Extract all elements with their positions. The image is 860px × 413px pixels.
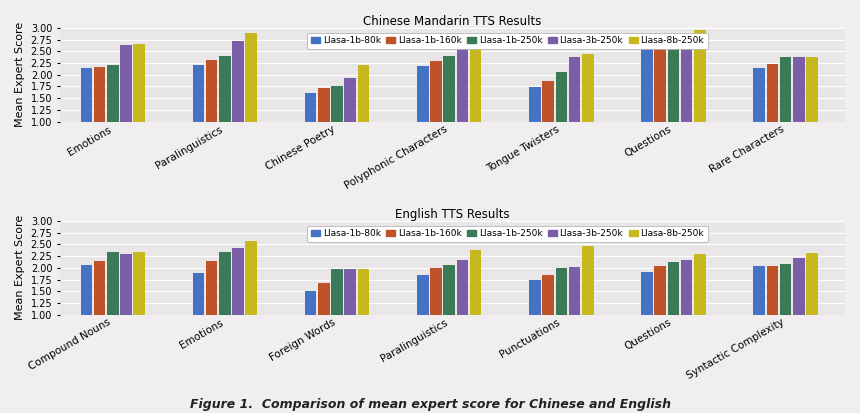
Bar [417,66,428,168]
Bar [245,241,257,361]
Bar [793,57,805,168]
Bar [304,291,316,361]
Title: Chinese Mandarin TTS Results: Chinese Mandarin TTS Results [363,15,542,28]
Bar [780,264,791,361]
Bar [694,254,706,361]
Bar [766,266,778,361]
Bar [753,68,765,168]
Bar [107,252,119,361]
Bar [667,262,679,361]
Bar [543,81,554,168]
Bar [193,273,205,361]
Bar [568,267,580,361]
Bar [120,45,132,168]
Bar [667,41,679,168]
Bar [331,86,343,168]
Bar [556,268,567,361]
Bar [358,65,369,168]
Bar [694,30,706,168]
Bar [780,57,791,168]
Y-axis label: Mean Expert Score: Mean Expert Score [15,215,25,320]
Bar [793,258,805,361]
Bar [206,60,218,168]
Bar [358,269,369,361]
Bar [457,260,468,361]
Bar [206,261,218,361]
Bar [529,280,541,361]
Bar [444,265,455,361]
Bar [81,265,92,361]
Legend: Llasa-1b-80k, Llasa-1b-160k, Llasa-1b-250k, Llasa-3b-250k, Llasa-8b-250k: Llasa-1b-80k, Llasa-1b-160k, Llasa-1b-25… [307,225,708,242]
Bar [94,67,105,168]
Bar [344,78,356,168]
Bar [193,65,205,168]
Bar [470,43,482,168]
Bar [430,268,442,361]
Y-axis label: Mean Expert Score: Mean Expert Score [15,22,25,127]
Bar [642,272,653,361]
Bar [219,252,230,361]
Bar [318,283,329,361]
Text: Figure 1.  Comparison of mean expert score for Chinese and English: Figure 1. Comparison of mean expert scor… [189,398,671,411]
Bar [304,93,316,168]
Bar [430,61,442,168]
Bar [94,261,105,361]
Bar [582,54,593,168]
Bar [681,36,692,168]
Bar [232,41,244,168]
Bar [642,43,653,168]
Bar [232,248,244,361]
Bar [654,43,666,168]
Bar [81,68,92,168]
Bar [582,246,593,361]
Bar [344,269,356,361]
Bar [133,252,145,361]
Bar [133,44,145,168]
Bar [331,269,343,361]
Bar [457,49,468,168]
Legend: Llasa-1b-80k, Llasa-1b-160k, Llasa-1b-250k, Llasa-3b-250k, Llasa-8b-250k: Llasa-1b-80k, Llasa-1b-160k, Llasa-1b-25… [307,33,708,49]
Bar [120,254,132,361]
Bar [529,87,541,168]
Bar [806,57,818,168]
Bar [318,88,329,168]
Bar [766,64,778,168]
Bar [417,275,428,361]
Bar [470,250,482,361]
Bar [444,56,455,168]
Bar [681,260,692,361]
Bar [107,65,119,168]
Bar [654,266,666,361]
Title: English TTS Results: English TTS Results [395,208,510,221]
Bar [245,33,257,168]
Bar [543,275,554,361]
Bar [219,56,230,168]
Bar [806,253,818,361]
Bar [568,57,580,168]
Bar [556,72,567,168]
Bar [753,266,765,361]
